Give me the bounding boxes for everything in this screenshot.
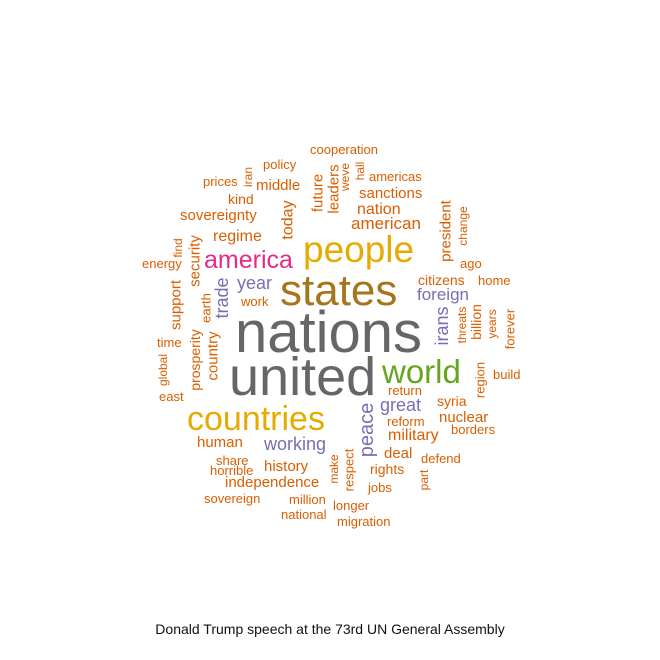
word-trade: trade bbox=[212, 277, 232, 318]
word-nation: nation bbox=[357, 201, 401, 218]
word-nuclear: nuclear bbox=[439, 409, 488, 426]
word-great: great bbox=[380, 395, 421, 415]
word-global: global bbox=[156, 354, 170, 386]
word-citizens: citizens bbox=[418, 272, 465, 288]
word-history: history bbox=[264, 458, 309, 475]
word-policy: policy bbox=[263, 157, 297, 172]
word-people: people bbox=[303, 229, 414, 270]
word-sanctions: sanctions bbox=[359, 185, 422, 202]
word-billion: billion bbox=[468, 304, 484, 340]
word-world: world bbox=[381, 353, 461, 390]
word-peace: peace bbox=[356, 403, 378, 458]
word-working: working bbox=[263, 434, 326, 454]
word-prices: prices bbox=[203, 174, 238, 189]
word-work: work bbox=[240, 294, 269, 309]
word-deal: deal bbox=[384, 445, 412, 462]
word-cooperation: cooperation bbox=[310, 142, 378, 157]
word-irans: irans bbox=[432, 306, 452, 345]
word-find: find bbox=[171, 238, 185, 257]
word-america: america bbox=[204, 246, 293, 274]
word-countries: countries bbox=[187, 400, 325, 438]
word-president: president bbox=[438, 199, 455, 262]
word-future: future bbox=[310, 174, 327, 212]
word-reform: reform bbox=[387, 414, 425, 429]
word-years: years bbox=[485, 309, 499, 338]
word-time: time bbox=[157, 335, 182, 350]
word-foreign: foreign bbox=[417, 285, 469, 304]
word-americas: americas bbox=[369, 169, 422, 184]
word-weve: weve bbox=[338, 163, 352, 192]
word-forever: forever bbox=[503, 308, 518, 349]
word-kind: kind bbox=[228, 191, 254, 207]
word-states: states bbox=[280, 266, 397, 315]
word-change: change bbox=[456, 206, 470, 246]
word-military: military bbox=[388, 427, 439, 444]
word-ago: ago bbox=[460, 256, 482, 271]
word-longer: longer bbox=[333, 498, 370, 513]
word-million: million bbox=[289, 492, 326, 507]
word-rights: rights bbox=[370, 461, 404, 477]
word-united: united bbox=[229, 347, 376, 407]
word-security: security bbox=[187, 235, 204, 287]
word-jobs: jobs bbox=[367, 480, 392, 495]
word-iran: iran bbox=[241, 167, 255, 187]
word-support: support bbox=[168, 279, 185, 330]
word-respect: respect bbox=[342, 448, 357, 491]
word-leaders: leaders bbox=[326, 164, 343, 213]
word-today: today bbox=[280, 200, 297, 239]
word-energy: energy bbox=[142, 256, 182, 271]
word-sovereignty: sovereignty bbox=[180, 207, 257, 224]
word-hall: hall bbox=[353, 162, 367, 181]
word-threats: threats bbox=[455, 307, 469, 344]
word-horrible: horrible bbox=[210, 463, 253, 478]
word-independence: independence bbox=[225, 474, 319, 491]
word-home: home bbox=[478, 273, 511, 288]
word-sovereign: sovereign bbox=[204, 491, 260, 506]
word-make: make bbox=[327, 454, 341, 484]
word-national: national bbox=[281, 507, 327, 522]
word-region: region bbox=[473, 362, 488, 398]
word-borders: borders bbox=[451, 422, 496, 437]
word-defend: defend bbox=[421, 451, 461, 466]
word-return: return bbox=[388, 383, 422, 398]
word-share: share bbox=[216, 453, 249, 468]
word-earth: earth bbox=[199, 293, 214, 323]
word-prosperity: prosperity bbox=[187, 329, 203, 390]
word-syria: syria bbox=[437, 393, 467, 409]
word-human: human bbox=[197, 434, 243, 451]
word-east: east bbox=[159, 389, 184, 404]
word-regime: regime bbox=[213, 228, 262, 245]
word-year: year bbox=[237, 273, 272, 293]
word-part: part bbox=[417, 469, 431, 490]
word-migration: migration bbox=[337, 514, 390, 529]
caption: Donald Trump speech at the 73rd UN Gener… bbox=[155, 621, 505, 637]
word-middle: middle bbox=[256, 177, 300, 194]
word-build: build bbox=[493, 367, 520, 382]
word-country: country bbox=[205, 331, 222, 381]
word-american: american bbox=[351, 214, 421, 233]
word-nations: nations bbox=[235, 300, 422, 365]
